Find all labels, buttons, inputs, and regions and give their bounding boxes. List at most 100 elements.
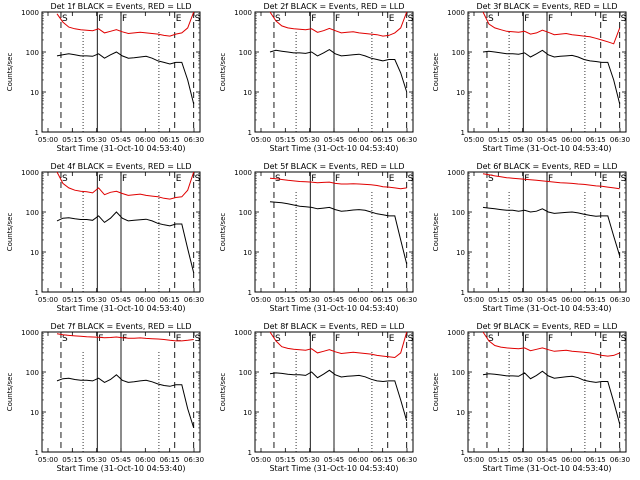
x-tick-label: 05:00 bbox=[38, 456, 58, 464]
x-tick-label: 06:15 bbox=[373, 136, 393, 144]
plot-title: Det 9f BLACK = Events, RED = LLD bbox=[476, 322, 617, 331]
events-series-line bbox=[56, 374, 195, 429]
x-tick-label: 05:15 bbox=[62, 296, 82, 304]
plot-panel-2: Det 2f BLACK = Events, RED = LLD 1 10 100 10… bbox=[219, 2, 417, 153]
x-tick-label: 05:30 bbox=[513, 296, 533, 304]
x-axis-label: Start Time (31-Oct-10 04:53:40) bbox=[482, 144, 611, 153]
x-tick-label: 06:30 bbox=[610, 456, 630, 464]
x-axis-label: Start Time (31-Oct-10 04:53:40) bbox=[482, 464, 611, 473]
x-axis-label: Start Time (31-Oct-10 04:53:40) bbox=[269, 304, 398, 313]
y-tick-label: 10 bbox=[456, 249, 465, 257]
x-tick-label: 06:00 bbox=[348, 296, 368, 304]
marker-label-S: S bbox=[195, 174, 201, 184]
x-tick-label: 05:30 bbox=[300, 136, 320, 144]
y-tick-label: 100 bbox=[239, 369, 252, 377]
x-tick-label: 05:45 bbox=[324, 456, 344, 464]
x-tick-label: 05:45 bbox=[111, 456, 131, 464]
x-tick-label: 06:30 bbox=[397, 296, 417, 304]
x-axis-label: Start Time (31-Oct-10 04:53:40) bbox=[269, 144, 398, 153]
x-tick-label: 05:30 bbox=[87, 136, 107, 144]
marker-label-E: E bbox=[602, 334, 608, 344]
marker-label-F: F bbox=[98, 334, 103, 344]
marker-label-F: F bbox=[524, 14, 529, 24]
marker-label-E: E bbox=[176, 334, 182, 344]
marker-label-S: S bbox=[195, 14, 201, 24]
y-tick-label: 10 bbox=[456, 409, 465, 417]
x-tick-label: 05:30 bbox=[87, 456, 107, 464]
marker-label-E: E bbox=[176, 174, 182, 184]
lld-series-line bbox=[482, 331, 620, 357]
x-tick-label: 05:00 bbox=[251, 296, 271, 304]
plot-panel-5: Det 5f BLACK = Events, RED = LLD 1 10 100 10… bbox=[219, 162, 417, 313]
marker-label-F: F bbox=[335, 14, 340, 24]
y-axis-label: Counts/sec bbox=[219, 53, 227, 92]
x-tick-label: 06:30 bbox=[610, 136, 630, 144]
marker-label-S: S bbox=[621, 334, 627, 344]
y-tick-label: 1 bbox=[461, 129, 465, 137]
y-tick-label: 100 bbox=[26, 49, 39, 57]
plot-title: Det 4f BLACK = Events, RED = LLD bbox=[50, 162, 191, 171]
plot-panel-1: Det 1f BLACK = Events, RED = LLD 1 10 100 10… bbox=[6, 2, 204, 153]
y-tick-label: 100 bbox=[239, 49, 252, 57]
x-tick-label: 05:30 bbox=[300, 296, 320, 304]
plot-panel-3: Det 3f BLACK = Events, RED = LLD 1 10 100 10… bbox=[432, 2, 630, 153]
y-tick-label: 100 bbox=[452, 49, 465, 57]
plot-panel-9: Det 9f BLACK = Events, RED = LLD 1 10 100 10… bbox=[432, 322, 630, 473]
y-tick-label: 1000 bbox=[447, 169, 465, 177]
plot-panel-4: Det 4f BLACK = Events, RED = LLD 1 10 100 10… bbox=[6, 162, 204, 313]
y-tick-label: 10 bbox=[30, 409, 39, 417]
x-axis-label: Start Time (31-Oct-10 04:53:40) bbox=[56, 464, 185, 473]
x-tick-label: 06:30 bbox=[397, 456, 417, 464]
x-tick-label: 05:30 bbox=[300, 456, 320, 464]
x-tick-label: 05:45 bbox=[537, 136, 557, 144]
x-tick-label: 06:00 bbox=[135, 456, 155, 464]
y-axis-label: Counts/sec bbox=[219, 213, 227, 252]
marker-label-S: S bbox=[408, 14, 414, 24]
marker-label-E: E bbox=[602, 174, 608, 184]
x-tick-label: 05:15 bbox=[488, 456, 508, 464]
y-axis-label: Counts/sec bbox=[432, 213, 440, 252]
plot-title: Det 3f BLACK = Events, RED = LLD bbox=[476, 2, 617, 11]
x-tick-label: 06:00 bbox=[135, 296, 155, 304]
events-series-line bbox=[482, 49, 621, 105]
y-tick-label: 10 bbox=[243, 89, 252, 97]
x-tick-label: 05:30 bbox=[87, 296, 107, 304]
x-tick-label: 05:15 bbox=[275, 296, 295, 304]
x-tick-label: 06:15 bbox=[586, 296, 606, 304]
marker-label-E: E bbox=[389, 334, 395, 344]
events-series-line bbox=[269, 369, 408, 422]
y-tick-label: 10 bbox=[243, 409, 252, 417]
y-tick-label: 1000 bbox=[234, 169, 252, 177]
x-tick-label: 05:15 bbox=[275, 456, 295, 464]
lld-series-line bbox=[56, 171, 195, 200]
marker-label-S: S bbox=[408, 174, 414, 184]
x-tick-label: 05:00 bbox=[251, 136, 271, 144]
marker-label-S: S bbox=[621, 14, 627, 24]
plot-title: Det 1f BLACK = Events, RED = LLD bbox=[50, 2, 191, 11]
marker-label-S: S bbox=[488, 14, 494, 24]
x-tick-label: 06:00 bbox=[348, 136, 368, 144]
x-tick-label: 06:15 bbox=[160, 136, 180, 144]
y-tick-label: 1 bbox=[248, 289, 252, 297]
x-tick-label: 06:15 bbox=[586, 136, 606, 144]
lld-series-line bbox=[482, 11, 621, 45]
x-tick-label: 05:15 bbox=[275, 136, 295, 144]
marker-label-S: S bbox=[62, 334, 68, 344]
y-axis-label: Counts/sec bbox=[6, 53, 14, 92]
x-tick-label: 06:15 bbox=[373, 456, 393, 464]
marker-label-F: F bbox=[122, 174, 127, 184]
x-tick-label: 05:45 bbox=[537, 456, 557, 464]
y-tick-label: 1 bbox=[461, 449, 465, 457]
y-tick-label: 1 bbox=[248, 449, 252, 457]
x-tick-label: 05:45 bbox=[324, 136, 344, 144]
y-tick-label: 10 bbox=[456, 89, 465, 97]
marker-label-S: S bbox=[195, 334, 201, 344]
marker-label-S: S bbox=[488, 334, 494, 344]
y-tick-label: 1000 bbox=[447, 329, 465, 337]
y-tick-label: 1000 bbox=[21, 9, 39, 17]
x-tick-label: 05:15 bbox=[488, 136, 508, 144]
plot-title: Det 5f BLACK = Events, RED = LLD bbox=[263, 162, 404, 171]
x-tick-label: 06:15 bbox=[160, 456, 180, 464]
x-tick-label: 05:15 bbox=[488, 296, 508, 304]
